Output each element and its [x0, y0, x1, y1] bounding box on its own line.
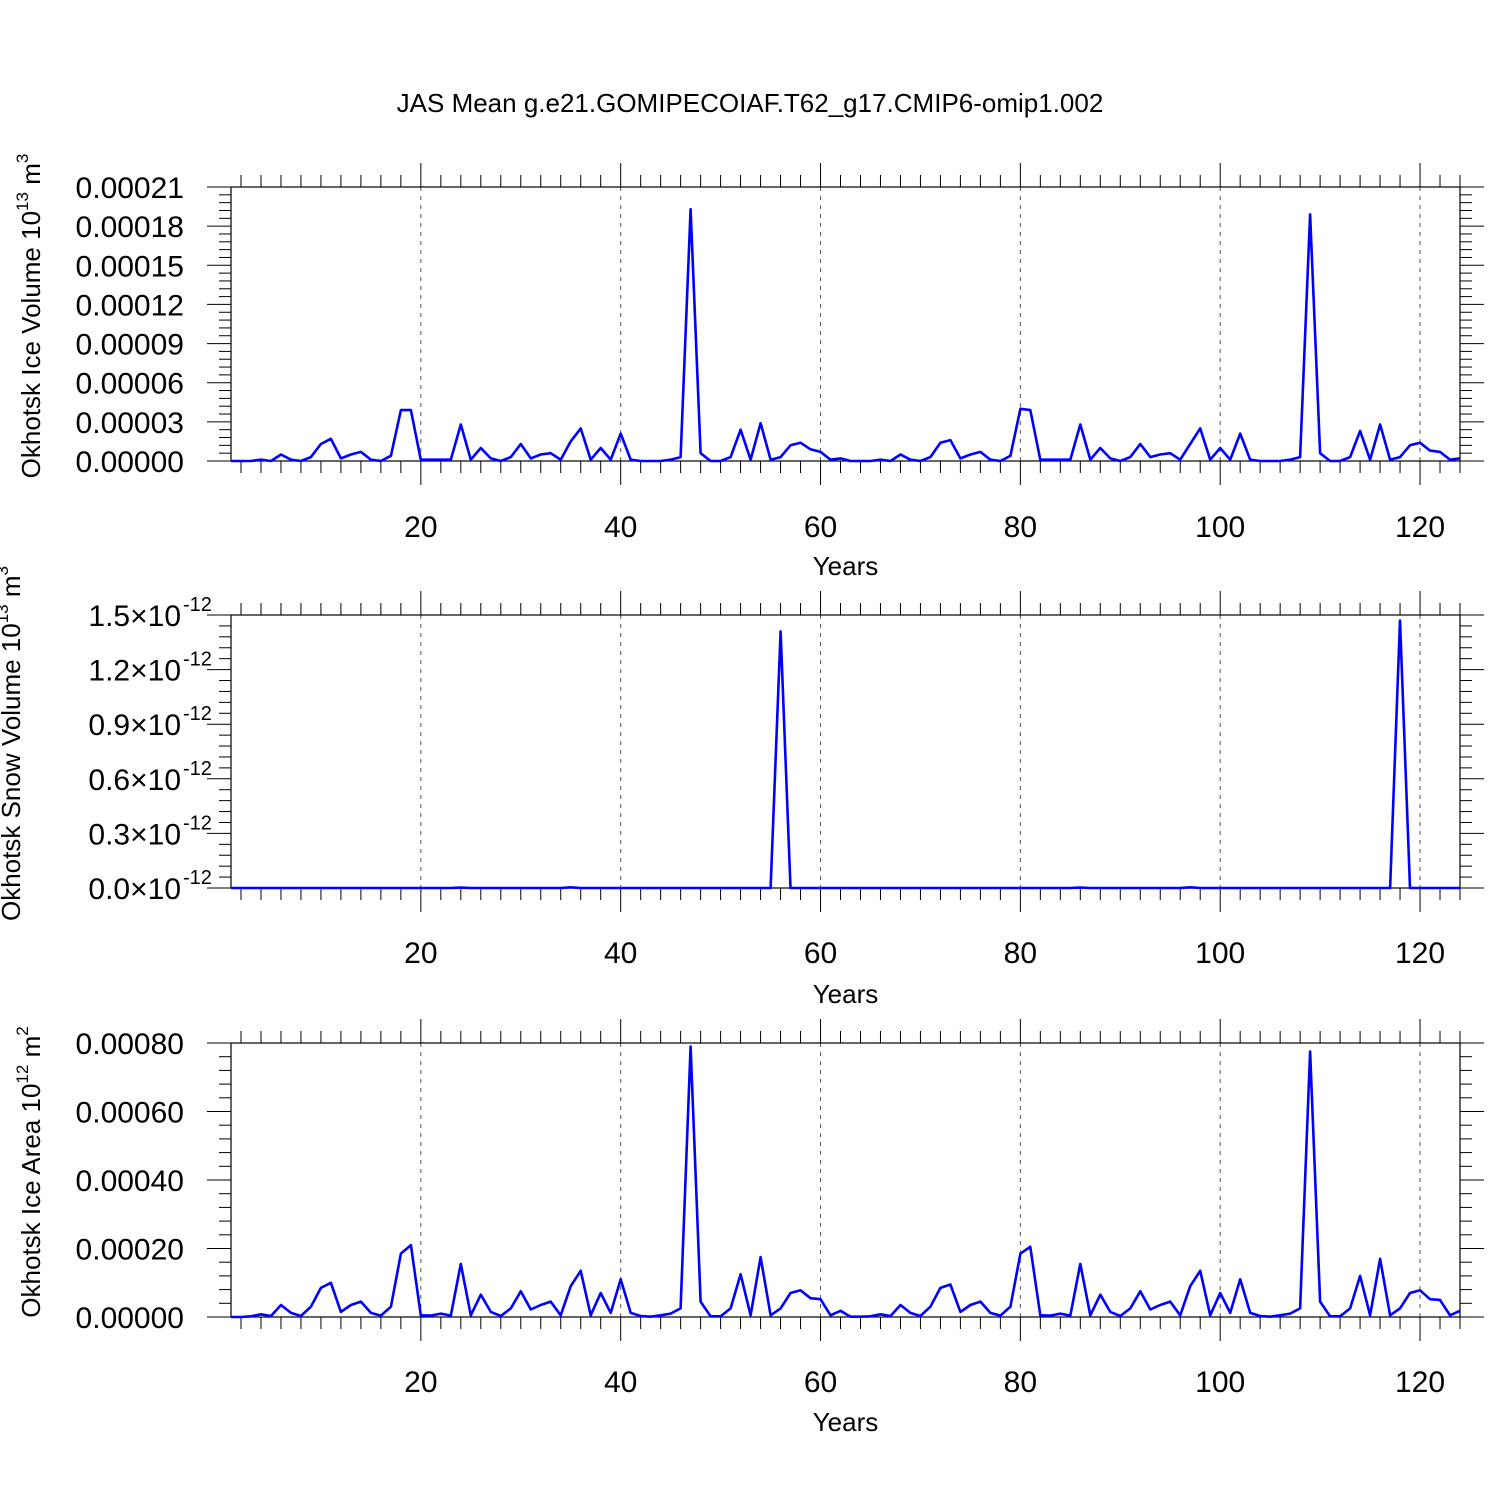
y-tick-label: 0.00018 — [76, 211, 184, 244]
x-tick-label: 20 — [404, 511, 437, 544]
y-axis-label-text: Okhotsk Ice Volume 10 — [16, 211, 46, 478]
x-axis-label: Years — [813, 979, 879, 1009]
y-tick-label: 0.00003 — [76, 407, 184, 440]
x-axis-label: Years — [813, 551, 879, 581]
x-tick-label: 100 — [1195, 511, 1245, 544]
y-tick-label: 0.3×10 — [88, 818, 181, 851]
y-axis-label: Okhotsk Ice Volume 1013 m3 — [13, 154, 46, 479]
x-tick-label: 80 — [1004, 1366, 1037, 1399]
y-tick-label: 0.00006 — [76, 368, 184, 401]
y-tick-label: 0.0×10 — [88, 873, 181, 906]
y-tick-label: 1.2×10 — [88, 655, 181, 688]
series-line — [231, 619, 1460, 890]
x-tick-label: 40 — [604, 511, 637, 544]
x-tick-label: 80 — [1004, 937, 1037, 970]
y-tick-exponent: -12 — [183, 594, 212, 616]
y-tick-multiplier: ×10 — [130, 873, 181, 906]
y-tick-label: 0.00020 — [76, 1234, 184, 1267]
y-axis-label-exponent: 13 — [13, 192, 32, 211]
y-axis-label-text: Okhotsk Snow Volume 10 — [0, 623, 26, 921]
y-tick-label: 1.5×10 — [88, 600, 181, 633]
y-axis-label-exponent: 3 — [0, 566, 12, 575]
series-line — [231, 1045, 1461, 1319]
y-tick-label: 0.00000 — [76, 446, 184, 479]
y-tick-value: 0.9 — [88, 709, 130, 742]
y-tick-exponent: -12 — [183, 703, 212, 725]
y-tick-label: 0.00012 — [76, 289, 184, 322]
y-axis-label: Okhotsk Ice Area 1012 m2 — [13, 1026, 46, 1317]
y-axis-label-text: m — [16, 163, 46, 192]
series-line — [231, 207, 1461, 463]
y-tick-value: 1.2 — [88, 655, 130, 688]
y-tick-label: 0.00080 — [76, 1028, 184, 1061]
x-tick-label: 120 — [1395, 511, 1445, 544]
y-axis-label-text: m — [16, 1036, 46, 1065]
y-tick-exponent: -12 — [183, 867, 212, 889]
y-tick-multiplier: ×10 — [130, 655, 181, 688]
y-axis-label-exponent: 3 — [13, 154, 32, 163]
x-axis-label: Years — [813, 1407, 879, 1437]
x-tick-label: 20 — [404, 1366, 437, 1399]
y-tick-multiplier: ×10 — [130, 709, 181, 742]
x-tick-label: 40 — [604, 937, 637, 970]
y-axis-label: Okhotsk Snow Volume 1013 m3 — [0, 566, 26, 921]
plot-frame — [230, 186, 1461, 462]
y-tick-value: 0.6 — [88, 764, 130, 797]
y-tick-label: 0.00009 — [76, 329, 184, 362]
x-tick-label: 60 — [804, 511, 837, 544]
y-axis-label-exponent: 2 — [13, 1026, 32, 1035]
panels: 20 40 60 80 100 120 0.00000 0.00003 0.00006 0.000… — [0, 154, 1484, 1437]
y-axis-label-text: m — [0, 575, 26, 604]
x-tick-label: 20 — [404, 937, 437, 970]
y-tick-label: 0.6×10 — [88, 764, 181, 797]
y-tick-label: 0.00021 — [76, 172, 184, 205]
x-tick-label: 60 — [804, 1366, 837, 1399]
y-axis-label-text: Okhotsk Ice Area 10 — [16, 1084, 46, 1318]
x-tick-label: 120 — [1395, 937, 1445, 970]
y-tick-label: 0.00060 — [76, 1097, 184, 1130]
x-tick-label: 40 — [604, 1366, 637, 1399]
chart-panel-3: 20 40 60 80 100 120 0.00000 0.00020 0.00040 0.000… — [13, 1019, 1484, 1437]
y-tick-label: 0.00000 — [76, 1302, 184, 1335]
y-tick-multiplier: ×10 — [130, 600, 181, 633]
chart-panel-1: 20 40 60 80 100 120 0.00000 0.00003 0.00006 0.000… — [13, 154, 1484, 581]
y-tick-label: 0.9×10 — [88, 709, 181, 742]
chart-title: JAS Mean g.e21.GOMIPECOIAF.T62_g17.CMIP6… — [397, 88, 1104, 118]
y-tick-exponent: -12 — [183, 812, 212, 834]
y-axis-label-exponent: 12 — [13, 1065, 32, 1084]
x-tick-label: 60 — [804, 937, 837, 970]
y-tick-value: 0.3 — [88, 818, 130, 851]
y-tick-label: 0.00040 — [76, 1165, 184, 1198]
y-tick-value: 1.5 — [88, 600, 130, 633]
y-tick-label: 0.00015 — [76, 250, 184, 283]
plot-frame — [230, 614, 1461, 889]
y-tick-exponent: -12 — [183, 758, 212, 780]
y-tick-multiplier: ×10 — [130, 764, 181, 797]
x-tick-label: 80 — [1004, 511, 1037, 544]
y-axis-label-exponent: 13 — [0, 604, 12, 623]
plot-frame — [230, 1042, 1461, 1318]
x-tick-label: 100 — [1195, 1366, 1245, 1399]
x-tick-label: 120 — [1395, 1366, 1445, 1399]
y-tick-value: 0.0 — [88, 873, 130, 906]
y-tick-multiplier: ×10 — [130, 818, 181, 851]
x-tick-label: 100 — [1195, 937, 1245, 970]
y-tick-exponent: -12 — [183, 649, 212, 671]
